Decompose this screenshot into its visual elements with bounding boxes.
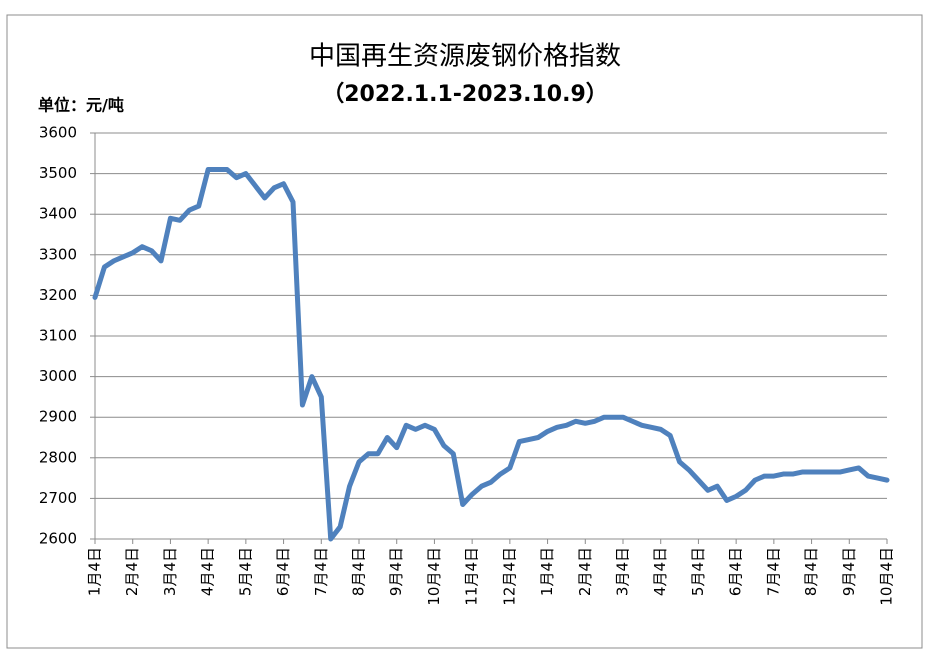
data-line bbox=[92, 167, 890, 542]
x-tick-label: 12月4日 bbox=[500, 547, 518, 606]
x-tick-label: 7月4日 bbox=[312, 547, 330, 596]
y-tick-label: 3200 bbox=[39, 286, 77, 304]
chart-title: 中国再生资源废钢价格指数 bbox=[309, 42, 621, 72]
x-tick-label: 5月4日 bbox=[689, 547, 707, 596]
x-tick-label: 4月4日 bbox=[651, 547, 669, 596]
x-tick-label: 10月4日 bbox=[425, 547, 443, 606]
x-tick-label: 1月4日 bbox=[538, 547, 556, 596]
y-axis-label: 单位：元/吨 bbox=[38, 96, 124, 115]
x-tick-label: 8月4日 bbox=[350, 547, 368, 596]
x-tick-label: 1月4日 bbox=[86, 547, 104, 596]
y-tick-label: 2800 bbox=[39, 448, 77, 466]
y-tick-label: 2900 bbox=[39, 408, 77, 426]
x-tick-label: 5月4日 bbox=[236, 547, 254, 596]
x-tick-label: 8月4日 bbox=[802, 547, 820, 596]
y-tick-label: 3000 bbox=[39, 367, 77, 385]
y-tick-label: 3100 bbox=[39, 327, 77, 345]
y-tick-label: 3300 bbox=[39, 245, 77, 263]
chart-subtitle: （2022.1.1-2023.10.9） bbox=[322, 82, 608, 107]
y-tick-label: 3400 bbox=[39, 205, 77, 223]
x-tick-label: 7月4日 bbox=[764, 547, 782, 596]
x-tick-label: 9月4日 bbox=[840, 547, 858, 596]
y-tick-label: 3600 bbox=[39, 124, 77, 142]
x-tick-label: 10月4日 bbox=[878, 547, 896, 606]
x-tick-label: 3月4日 bbox=[614, 547, 632, 596]
x-tick-label: 3月4日 bbox=[161, 547, 179, 596]
chart-border bbox=[6, 14, 923, 649]
x-tick-label: 2月4日 bbox=[576, 547, 594, 596]
x-tick-label: 11月4日 bbox=[463, 547, 481, 606]
y-tick-label: 3500 bbox=[39, 164, 77, 182]
x-tick-label: 2月4日 bbox=[123, 547, 141, 596]
x-tick-label: 6月4日 bbox=[274, 547, 292, 596]
y-tick-label: 2700 bbox=[39, 489, 77, 507]
x-tick-label: 6月4日 bbox=[727, 547, 745, 596]
y-tick-label: 2600 bbox=[39, 530, 77, 548]
x-tick-label: 9月4日 bbox=[387, 547, 405, 596]
x-tick-label: 4月4日 bbox=[199, 547, 217, 596]
